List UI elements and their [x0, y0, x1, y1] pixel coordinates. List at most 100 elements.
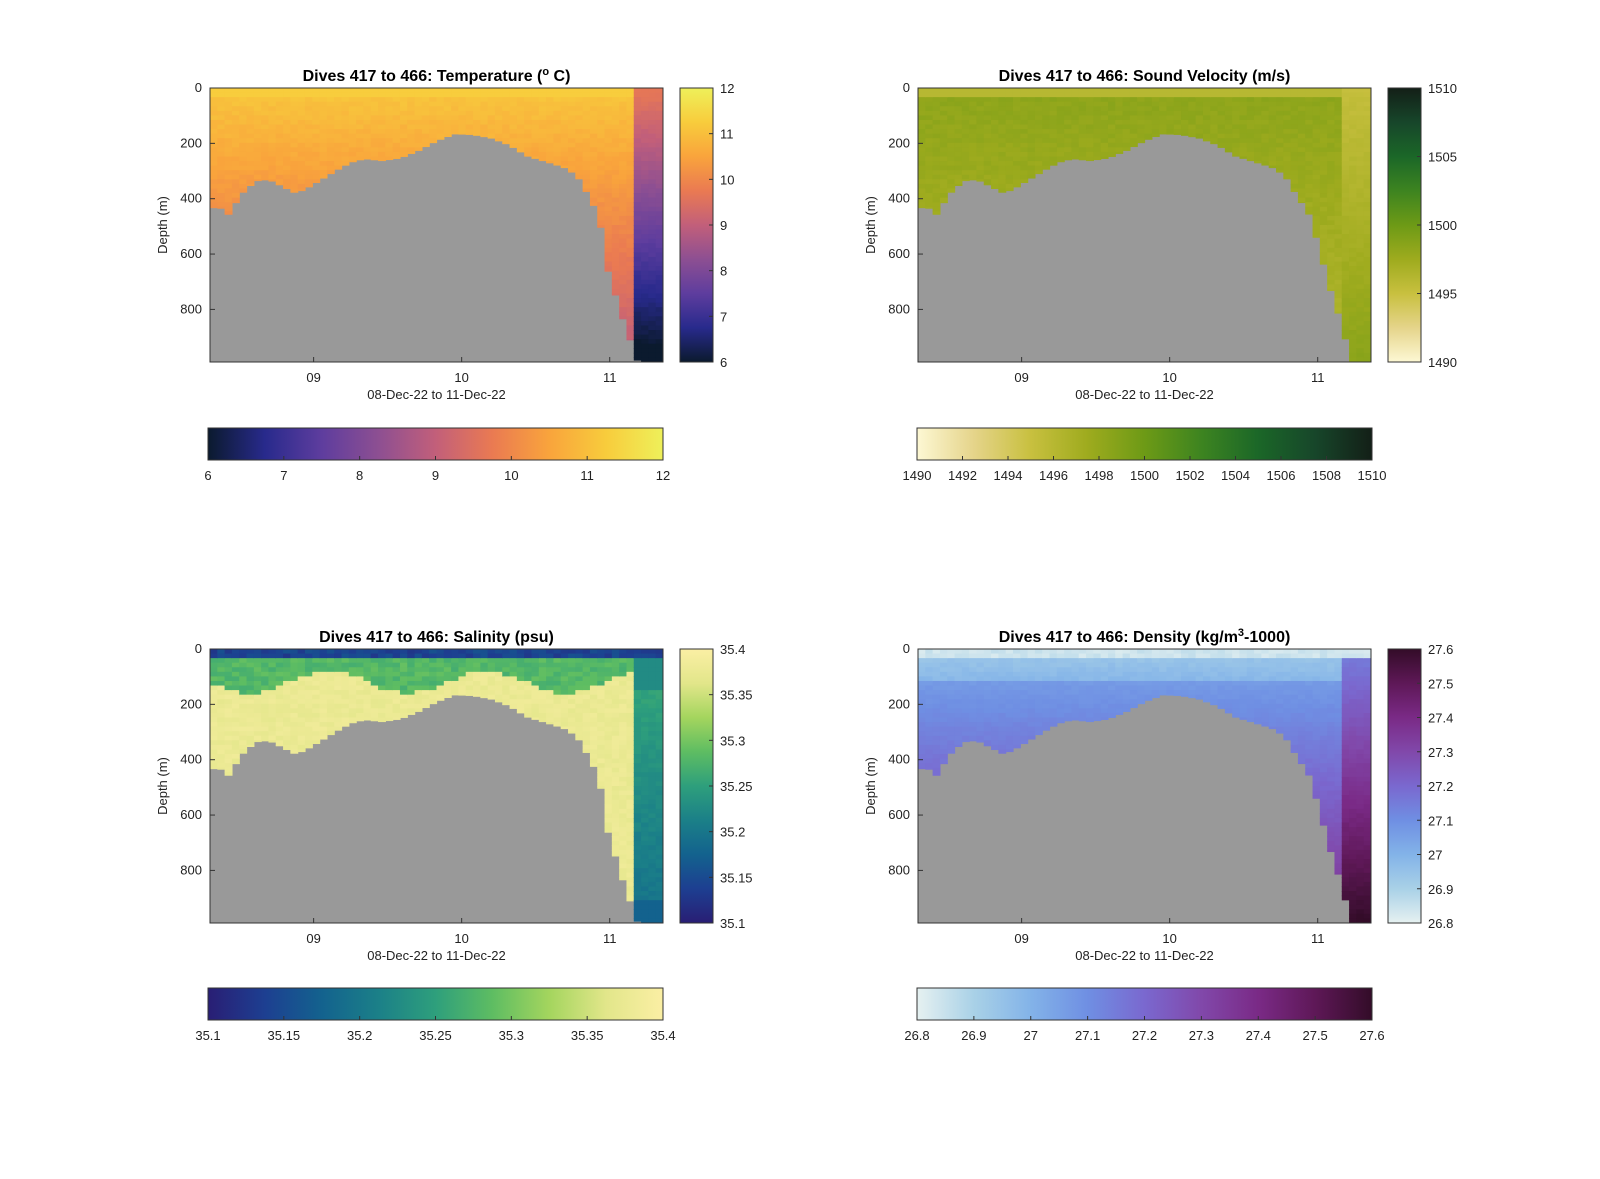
data-cell	[619, 690, 628, 696]
data-cell	[939, 744, 948, 751]
data-cell	[626, 202, 635, 208]
data-cell	[414, 138, 423, 144]
data-cell	[918, 197, 926, 203]
data-cell	[275, 662, 284, 668]
data-cell	[356, 133, 365, 139]
data-cell	[261, 726, 270, 732]
data-cell	[1093, 708, 1102, 714]
data-cell	[224, 708, 233, 714]
data-cell	[239, 735, 248, 741]
data-cell	[1027, 106, 1036, 112]
data-cell	[582, 183, 591, 190]
section-plot-salinity	[210, 649, 663, 923]
data-cell	[655, 88, 663, 94]
data-cell	[1188, 110, 1197, 116]
data-cell	[392, 124, 401, 130]
data-cell	[1327, 256, 1336, 263]
data-cell	[655, 261, 663, 267]
data-cell	[304, 671, 313, 677]
data-cell	[370, 110, 379, 116]
data-cell	[633, 735, 642, 741]
data-cell	[378, 115, 386, 121]
data-cell	[1034, 110, 1043, 116]
data-cell	[655, 849, 663, 856]
data-cell	[217, 165, 226, 171]
data-cell	[1078, 662, 1087, 668]
data-cell	[378, 694, 386, 700]
data-cell	[1312, 101, 1321, 107]
data-cell	[976, 726, 985, 732]
data-cell	[1261, 88, 1270, 94]
data-cell	[655, 348, 663, 354]
data-cell	[1086, 717, 1094, 723]
data-cell	[1297, 170, 1306, 176]
data-cell	[932, 88, 941, 94]
data-cell	[1115, 662, 1124, 668]
data-cell	[1181, 119, 1189, 126]
data-cell	[1363, 352, 1371, 359]
data-cell	[1064, 676, 1073, 682]
data-cell	[487, 653, 496, 659]
data-cell	[976, 740, 985, 743]
data-cell	[1093, 115, 1102, 121]
data-cell	[1166, 694, 1175, 696]
data-cell	[611, 776, 620, 783]
data-cell	[582, 106, 591, 112]
data-cell	[1129, 88, 1138, 94]
data-cell	[443, 671, 452, 677]
data-cell	[516, 142, 525, 148]
data-cell	[619, 311, 628, 317]
data-cell	[1137, 699, 1146, 705]
data-cell	[546, 671, 555, 677]
data-cell	[1297, 183, 1306, 190]
data-cell	[626, 859, 635, 865]
data-cell	[1056, 151, 1065, 158]
data-cell	[597, 193, 606, 199]
data-cell	[918, 179, 926, 185]
data-cell	[976, 156, 985, 162]
data-cell	[312, 658, 321, 664]
data-cell	[275, 115, 284, 121]
data-cell	[619, 763, 628, 769]
data-cell	[524, 151, 533, 157]
data-cell	[1283, 97, 1292, 103]
data-cell	[1020, 92, 1029, 98]
data-cell	[1356, 165, 1365, 171]
data-cell	[231, 156, 240, 162]
data-cell	[546, 88, 555, 94]
data-cell	[1349, 352, 1357, 359]
data-cell	[399, 106, 408, 112]
data-cell	[626, 151, 635, 158]
data-cell	[312, 699, 321, 705]
data-cell	[633, 302, 642, 308]
data-cell	[399, 676, 408, 682]
data-cell	[1042, 142, 1051, 148]
data-cell	[487, 667, 496, 673]
data-cell	[304, 165, 313, 171]
data-cell	[494, 88, 503, 94]
data-cell	[304, 731, 313, 737]
data-cell	[655, 703, 663, 709]
data-cell	[348, 106, 357, 112]
data-cell	[509, 685, 518, 691]
data-cell	[1327, 188, 1336, 194]
data-cell	[939, 119, 948, 126]
data-cell	[1086, 671, 1094, 677]
data-cell	[392, 97, 401, 103]
data-cell	[582, 735, 591, 741]
data-cell	[560, 129, 569, 135]
data-cell	[341, 671, 350, 677]
data-cell	[611, 690, 620, 696]
data-cell	[1078, 138, 1087, 144]
data-cell	[1107, 653, 1116, 659]
data-cell	[976, 699, 985, 705]
data-cell	[1290, 97, 1299, 103]
data-cell	[1027, 101, 1036, 107]
data-cell	[1283, 165, 1292, 171]
data-cell	[1356, 348, 1365, 354]
data-cell	[925, 735, 934, 741]
data-cell	[1276, 119, 1284, 126]
data-cell	[516, 97, 525, 103]
y-tick-label: 800	[180, 301, 202, 316]
data-cell	[932, 101, 941, 107]
